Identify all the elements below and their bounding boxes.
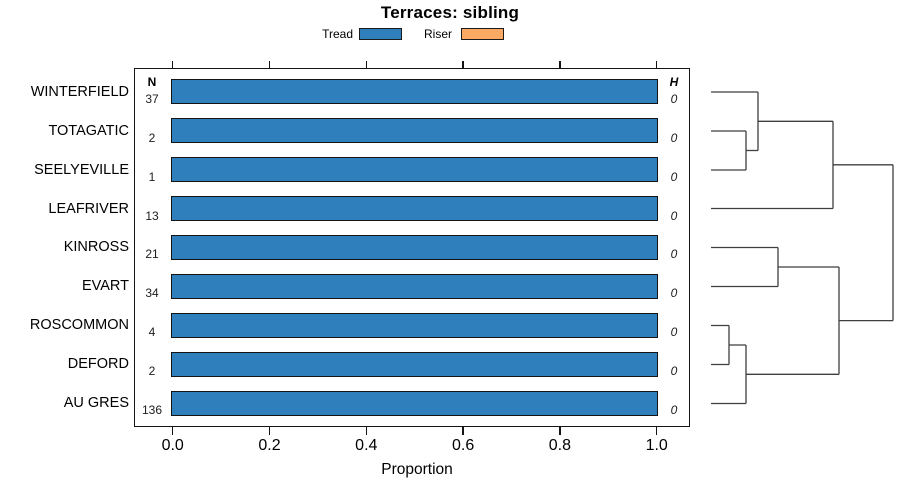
- chart-title: Terraces: sibling: [380, 3, 520, 22]
- bar-tread: [171, 195, 658, 222]
- legend-swatch-tread: [359, 28, 402, 40]
- x-tick-bottom: [655, 427, 658, 435]
- h-value: 0: [670, 130, 678, 145]
- y-axis-label: LEAFRIVER: [48, 200, 129, 217]
- x-tick-top: [171, 60, 174, 68]
- y-axis-label: DEFORD: [67, 356, 129, 373]
- bar-tread: [171, 273, 658, 300]
- n-value: 34: [145, 286, 159, 301]
- y-axis-label: AU GRES: [63, 395, 129, 412]
- x-tick-top: [268, 60, 271, 68]
- n-value: 21: [145, 247, 159, 262]
- x-tick-top: [365, 60, 368, 68]
- x-tick-label: 1.0: [645, 437, 668, 454]
- h-value: 0: [670, 403, 678, 418]
- x-tick-bottom: [365, 427, 368, 435]
- n-value: 136: [141, 403, 163, 418]
- h-value: 0: [670, 169, 678, 184]
- y-axis-label: ROSCOMMON: [29, 317, 129, 334]
- x-tick-bottom: [462, 427, 464, 435]
- x-tick-top: [462, 60, 464, 68]
- h-value: 0: [670, 286, 678, 301]
- x-tick-bottom: [559, 427, 561, 435]
- y-axis-label: KINROSS: [63, 239, 129, 256]
- h-value: 0: [670, 208, 678, 223]
- x-tick-label: 0.6: [451, 437, 475, 454]
- legend-label-tread: Tread: [322, 27, 353, 41]
- y-axis-label: EVART: [81, 278, 129, 295]
- legend-swatch-riser: [461, 28, 504, 40]
- n-value: 2: [148, 130, 156, 145]
- h-value: 0: [670, 325, 678, 340]
- h-column-header: H: [669, 74, 679, 89]
- n-value: 2: [148, 364, 156, 379]
- y-axis-label: SEELYEVILLE: [34, 161, 129, 178]
- bar-tread: [171, 79, 658, 105]
- x-axis-title: Proportion: [381, 461, 453, 478]
- x-tick-top: [559, 60, 561, 68]
- x-tick-label: 0.2: [258, 437, 281, 454]
- bar-tread: [171, 390, 658, 416]
- legend-label-riser: Riser: [423, 27, 452, 41]
- x-tick-label: 0.8: [548, 437, 572, 454]
- x-tick-label: 0.4: [355, 437, 378, 454]
- x-tick-label: 0.0: [161, 437, 184, 454]
- bar-tread: [171, 234, 658, 261]
- bar-tread: [171, 117, 658, 144]
- x-tick-bottom: [268, 427, 271, 435]
- h-value: 0: [670, 91, 678, 106]
- y-axis-label: TOTAGATIC: [48, 122, 129, 139]
- y-axis-label: WINTERFIELD: [30, 83, 129, 100]
- x-tick-top: [655, 60, 658, 68]
- h-value: 0: [670, 247, 678, 262]
- n-value: 4: [148, 325, 156, 340]
- bar-tread: [171, 156, 658, 183]
- n-value: 13: [145, 208, 159, 223]
- n-value: 37: [145, 91, 159, 106]
- n-column-header: N: [147, 74, 157, 89]
- bar-tread: [171, 351, 658, 377]
- h-value: 0: [670, 364, 678, 379]
- n-value: 1: [148, 169, 156, 184]
- bar-tread: [171, 312, 658, 339]
- x-tick-bottom: [171, 427, 174, 435]
